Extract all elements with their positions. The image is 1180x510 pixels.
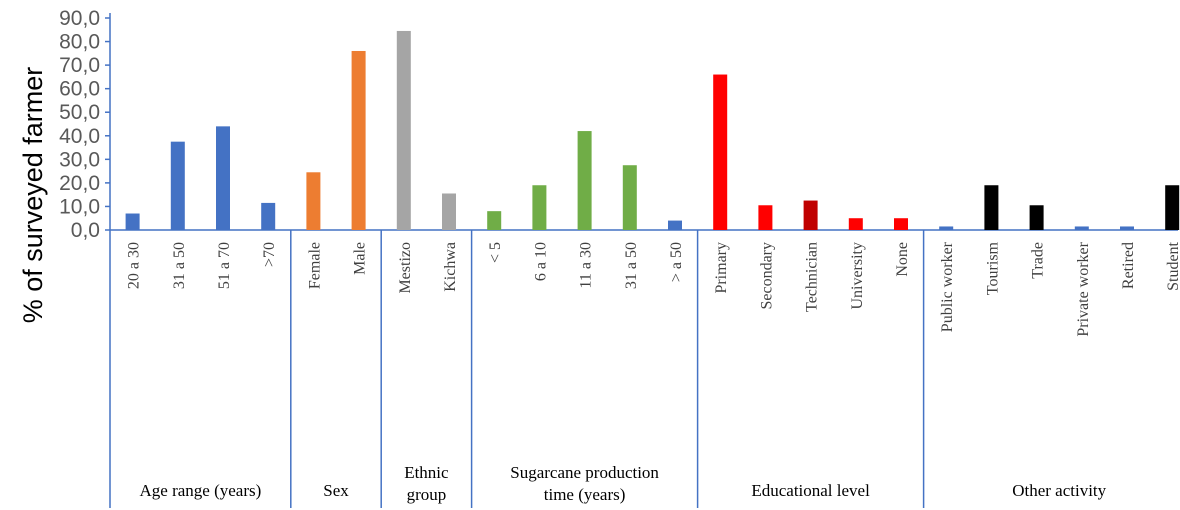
x-tick-label: < 5 — [487, 242, 504, 263]
x-tick-label: 6 a 10 — [532, 242, 549, 281]
bar — [396, 30, 411, 231]
bar — [848, 218, 863, 230]
group-label: Educational level — [751, 481, 870, 500]
x-tick-label: Technician — [804, 242, 821, 312]
bar — [984, 185, 999, 230]
bar — [351, 50, 366, 230]
x-tick-label: 51 a 70 — [216, 242, 233, 289]
bar — [622, 165, 637, 230]
y-tick-label: 80,0 — [59, 31, 100, 54]
x-tick-label: 31 a 50 — [623, 242, 640, 289]
x-tick-label: 31 a 50 — [171, 242, 188, 289]
x-tick-label: Male — [352, 242, 369, 275]
bar — [939, 226, 954, 230]
x-tick-label: Mestizo — [397, 242, 414, 294]
y-axis: 0,010,020,030,040,050,060,070,080,090,0 — [59, 7, 1178, 508]
x-tick-label: None — [894, 242, 911, 277]
x-tick-label: Trade — [1030, 242, 1047, 279]
y-tick-label: 60,0 — [59, 78, 100, 101]
bar — [577, 131, 592, 230]
y-tick-label: 0,0 — [71, 219, 100, 242]
x-tick-label: University — [849, 242, 866, 310]
x-tick-label: 11 a 30 — [578, 242, 595, 289]
group-separators — [290, 230, 925, 508]
x-tick-label: Female — [306, 242, 323, 289]
bar — [803, 200, 818, 230]
bars — [125, 30, 1180, 231]
bar — [758, 205, 773, 230]
bar — [442, 193, 456, 230]
group-label: Sugarcane production time (years) — [510, 463, 659, 504]
x-tick-label: Secondary — [758, 242, 775, 310]
bar — [487, 211, 502, 230]
bar — [1165, 185, 1180, 230]
bar — [216, 126, 230, 230]
bar — [713, 74, 728, 231]
bar — [125, 213, 140, 230]
bar — [1074, 226, 1089, 230]
x-tick-label: 20 a 30 — [126, 242, 143, 289]
group-labels: Age range (years) Sex Ethnic group Sugarcane… — [140, 463, 1107, 504]
bar — [668, 220, 682, 230]
y-tick-label: 90,0 — [59, 7, 100, 30]
y-axis-title: % of surveyed farmer — [18, 67, 48, 324]
group-label: Other activity — [1012, 481, 1106, 500]
group-label: Age range (years) — [140, 481, 262, 500]
x-tick-label: Retired — [1120, 242, 1137, 289]
bar — [306, 172, 321, 230]
x-tick-label: Student — [1165, 241, 1180, 290]
x-tick-label: Public worker — [939, 241, 956, 332]
x-tick-label: Private worker — [1075, 241, 1092, 336]
bar — [261, 202, 276, 230]
x-tick-label: Tourism — [984, 241, 1001, 295]
bar — [170, 141, 185, 230]
x-tick-label: Primary — [713, 242, 730, 294]
y-tick-label: 20,0 — [59, 172, 100, 195]
x-tick-label: >70 — [261, 242, 278, 267]
category-labels: 20 a 30 31 a 50 51 a 70 >70 Female Male Mestiz… — [126, 241, 1180, 336]
y-tick-label: 10,0 — [59, 195, 100, 218]
y-tick-label: 40,0 — [59, 125, 100, 148]
y-tick-label: 30,0 — [59, 148, 100, 171]
y-tick-label: 70,0 — [59, 54, 100, 77]
bar — [1120, 226, 1134, 230]
group-label: Sex — [323, 481, 349, 500]
bar — [1029, 205, 1044, 230]
bar — [894, 218, 908, 230]
bar — [532, 185, 547, 230]
group-label: Ethnic group — [404, 463, 449, 504]
x-tick-label: > a 50 — [668, 242, 685, 282]
y-tick-label: 50,0 — [59, 101, 100, 124]
x-tick-label: Kichwa — [442, 242, 459, 292]
